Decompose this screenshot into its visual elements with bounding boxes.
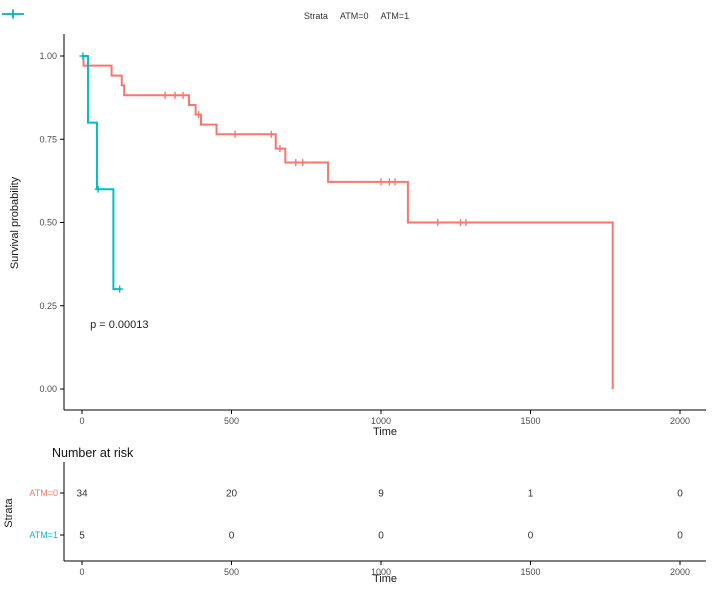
risk-x-tick-label: 1500	[520, 567, 540, 577]
risk-count: 0	[229, 531, 235, 542]
risk-count: 0	[677, 489, 683, 500]
x-tick-label: 0	[79, 416, 84, 426]
y-tick-label: 0.75	[39, 134, 57, 144]
risk-count: 9	[378, 489, 384, 500]
risk-count: 20	[226, 489, 238, 500]
legend-title: Strata	[303, 11, 328, 21]
risk-count: 34	[76, 489, 88, 500]
x-tick-label: 1000	[371, 416, 391, 426]
y-axis-title: Survival probability	[9, 176, 21, 270]
x-tick-label: 1500	[520, 416, 540, 426]
risk-x-tick-label: 2000	[670, 567, 690, 577]
risk-x-tick-label: 0	[79, 567, 84, 577]
p-value-annotation: p = 0.00013	[90, 318, 149, 331]
x-axis-title: Time	[372, 426, 398, 438]
risk-table-title: Number at risk	[52, 446, 134, 460]
line-plus-icon	[2, 9, 24, 19]
y-tick-label: 1.00	[39, 51, 57, 61]
risk-count: 0	[528, 531, 534, 542]
risk-table-strata-label: Strata	[3, 498, 15, 528]
risk-count: 5	[79, 531, 85, 542]
x-tick-label: 2000	[670, 416, 690, 426]
risk-count: 0	[677, 531, 683, 542]
km-curve-atm0	[82, 55, 614, 389]
legend-label-atm0: ATM=0	[339, 11, 369, 21]
risk-count: 0	[378, 531, 384, 542]
y-tick-label: 0.00	[39, 384, 57, 394]
risk-row-label: ATM=0	[29, 488, 58, 498]
risk-table-x-axis-title: Time	[372, 573, 398, 585]
x-tick-label: 500	[224, 416, 239, 426]
risk-x-tick-label: 1000	[371, 567, 391, 577]
risk-count: 1	[528, 489, 534, 500]
risk-row-label: ATM=1	[29, 530, 58, 540]
y-tick-label: 0.25	[39, 301, 57, 311]
y-tick-label: 0.50	[39, 218, 57, 228]
legend-label-atm1: ATM=1	[380, 11, 410, 21]
legend: Strata ATM=0 ATM=1	[0, 8, 713, 24]
risk-x-tick-label: 500	[224, 567, 239, 577]
km-curve-atm1	[82, 55, 121, 291]
